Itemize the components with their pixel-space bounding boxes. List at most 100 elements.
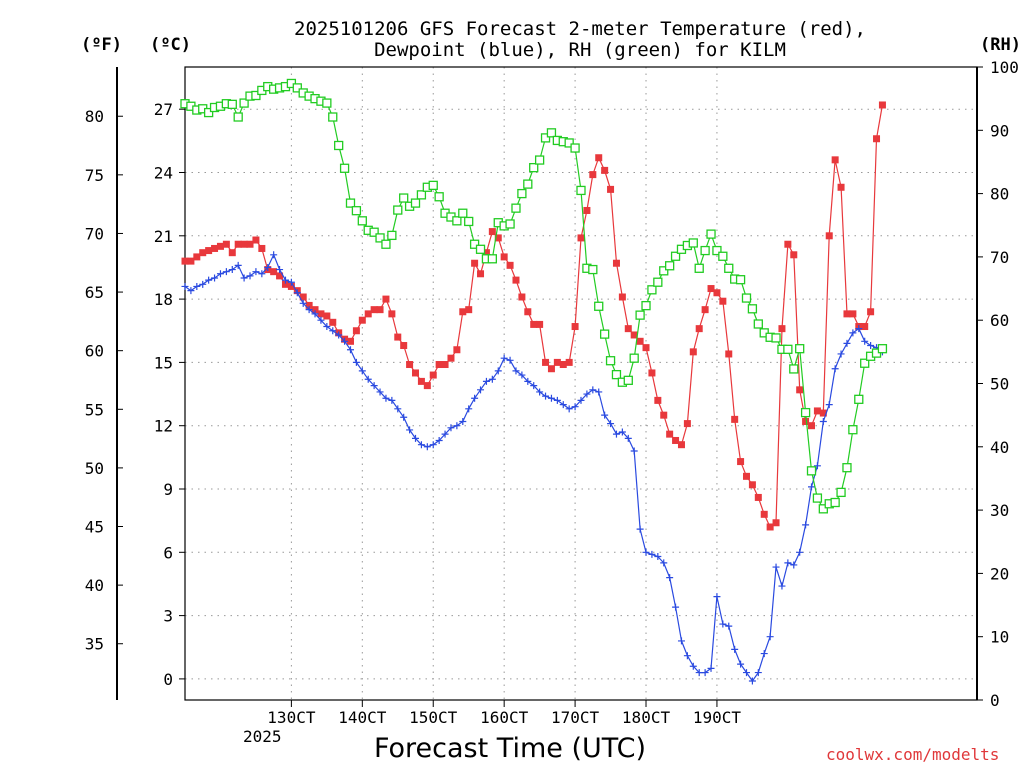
rh-point [375, 233, 385, 243]
dewpoint-point [742, 669, 750, 677]
dewpoint-point [287, 278, 295, 286]
dewpoint-point [305, 306, 313, 314]
dewpoint-point [819, 417, 827, 425]
c-tick-label: 3 [163, 607, 173, 626]
rh-point [747, 304, 758, 314]
rh-point [605, 356, 616, 366]
dewpoint-series [181, 251, 886, 685]
temperature-point [701, 306, 709, 314]
rh-point [203, 107, 214, 118]
rh-point [399, 193, 409, 203]
dewpoint-point [583, 390, 591, 398]
dewpoint-point [264, 263, 272, 271]
dewpoint-point [441, 430, 449, 438]
temperature-point [766, 523, 774, 531]
temperature-point [796, 386, 804, 394]
rh-point [594, 301, 604, 311]
dewpoint-point [429, 441, 437, 449]
credit-link[interactable]: coolwx.com/modelts [826, 745, 1000, 764]
rh-point [505, 219, 515, 229]
temperature-point [494, 234, 502, 242]
dewpoint-point [311, 310, 319, 318]
dewpoint-point [488, 375, 496, 383]
dewpoint-point [813, 462, 821, 470]
rh-point [842, 463, 852, 473]
rh-point [706, 229, 716, 239]
chart-title-line-1: 2025101206 GFS Forecast 2-meter Temperat… [294, 18, 866, 40]
temperature-point [488, 228, 496, 236]
temperature-point [228, 249, 236, 257]
rh-point [381, 239, 391, 249]
dewpoint-point [701, 669, 709, 677]
rh-point [830, 497, 840, 508]
dewpoint-point [849, 329, 857, 337]
rh-point [700, 245, 710, 256]
rh-point [635, 310, 645, 320]
rh-tick-label: 100 [990, 58, 1019, 77]
rh-tick-label: 10 [990, 628, 1009, 647]
rh-point [351, 206, 362, 216]
dewpoint-point [618, 428, 626, 436]
celsius-axis-label: (ºC) [150, 35, 191, 55]
temperature-point [441, 361, 449, 369]
dewpoint-point [713, 593, 721, 601]
temperature-point [547, 365, 555, 373]
rh-point [564, 138, 574, 148]
dewpoint-point [737, 660, 745, 668]
temperature-point [624, 325, 632, 333]
temperature-point [654, 396, 662, 404]
temperature-point [689, 348, 697, 356]
rh-point [458, 208, 468, 218]
temperature-point [695, 325, 703, 333]
rh-point [345, 198, 356, 208]
temperature-point [482, 249, 490, 257]
dewpoint-point [553, 396, 561, 404]
temperature-point [205, 247, 213, 255]
dewpoint-point [689, 662, 697, 670]
temperature-point [406, 361, 414, 369]
rh-point [718, 251, 728, 261]
temperature-point [346, 337, 354, 345]
temperature-point [323, 312, 331, 320]
dewpoint-point [459, 417, 467, 425]
dewpoint-point [589, 386, 597, 394]
dewpoint-point [837, 350, 845, 358]
temperature-point [719, 297, 727, 305]
dewpoint-point [607, 420, 615, 428]
dewpoint-point [412, 434, 420, 442]
rh-point [416, 190, 427, 200]
rh-point [322, 98, 332, 108]
rh-tick-label: 30 [990, 501, 1009, 520]
dewpoint-point [358, 367, 366, 375]
dewpoint-point [831, 365, 839, 373]
dewpoint-point [719, 620, 727, 628]
dewpoint-point [477, 386, 485, 394]
dewpoint-point [323, 323, 331, 331]
temperature-point [612, 259, 620, 267]
c-tick-label: 0 [163, 670, 173, 689]
dewpoint-point [352, 358, 360, 366]
rh-axis-label: (RH) [980, 35, 1021, 55]
rh-point [452, 216, 462, 226]
dewpoint-point [388, 396, 396, 404]
temperature-point [500, 253, 508, 261]
f-tick-label: 55 [85, 400, 104, 419]
dewpoint-point [252, 268, 260, 276]
temperature-point [471, 259, 479, 267]
dewpoint-point [530, 382, 538, 390]
temperature-point [553, 358, 561, 366]
rh-point [534, 155, 545, 165]
temperature-point [595, 154, 603, 162]
temperature-point [837, 183, 845, 191]
rh-point [753, 319, 763, 329]
temperature-point [725, 350, 733, 358]
rh-point [789, 364, 799, 374]
dewpoint-point [630, 447, 638, 455]
dewpoint-point [382, 394, 390, 402]
temperature-point [240, 240, 248, 248]
rh-point [623, 375, 633, 385]
dewpoint-point [547, 394, 555, 402]
dewpoint-point [299, 299, 307, 307]
temperature-point [412, 369, 420, 377]
